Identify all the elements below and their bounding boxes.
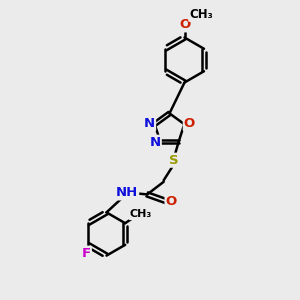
Text: O: O [179,18,190,32]
Text: CH₃: CH₃ [189,8,213,21]
Text: N: N [150,136,161,149]
Text: NH: NH [116,186,138,200]
Text: N: N [144,117,155,130]
Text: O: O [166,195,177,208]
Text: CH₃: CH₃ [130,209,152,219]
Text: S: S [169,154,179,167]
Text: F: F [82,247,91,260]
Text: O: O [184,117,195,130]
